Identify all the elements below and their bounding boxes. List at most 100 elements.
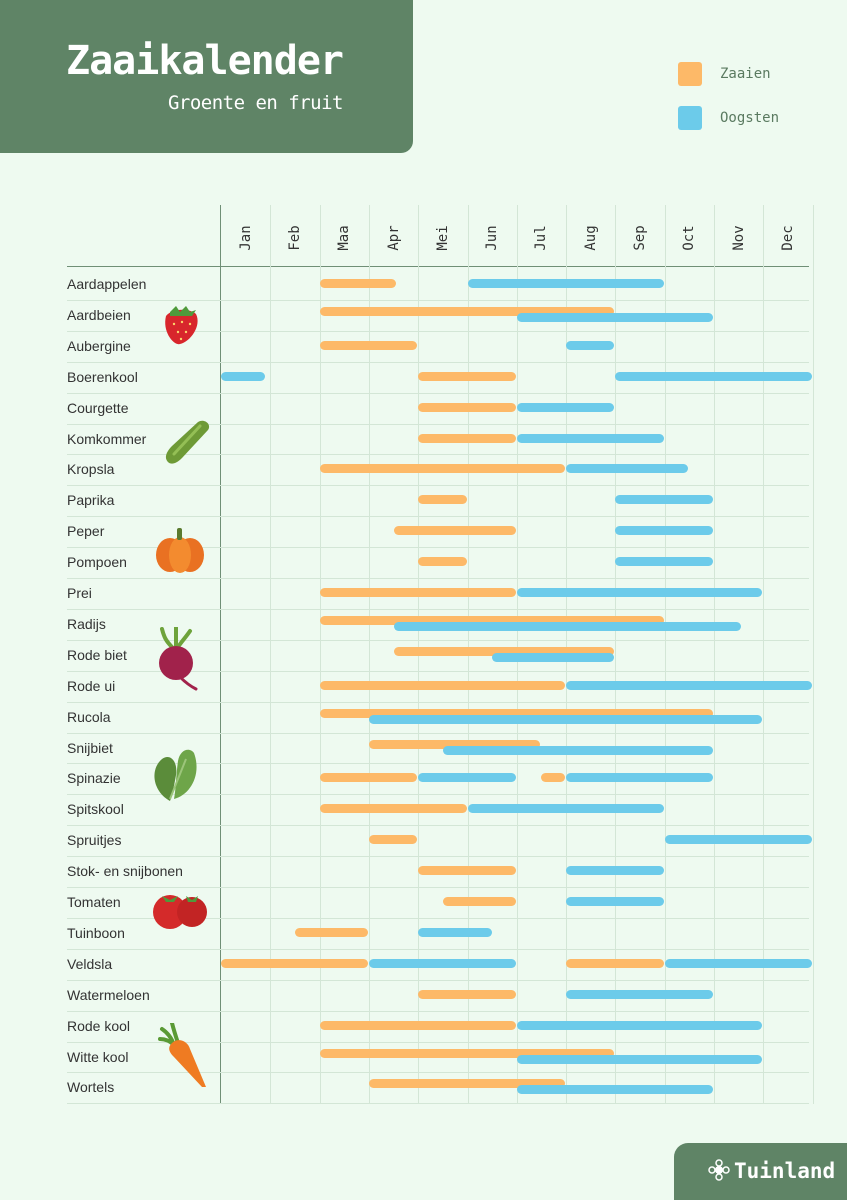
crop-label: Boerenkool <box>67 368 138 385</box>
harvest-period-bar <box>516 588 763 597</box>
crop-label: Wortels <box>67 1079 115 1096</box>
harvest-period-bar <box>566 989 713 999</box>
harvest-period-bar <box>516 312 713 322</box>
month-label-maa: Maa <box>336 225 353 251</box>
harvest-period-bar <box>615 557 713 567</box>
grid-row-line <box>67 979 809 981</box>
crop-label: Aardappelen <box>67 276 147 292</box>
month-label-apr: Apr <box>385 225 402 251</box>
crop-label: Aardbeien <box>67 306 131 323</box>
sow-period-bar <box>319 340 418 350</box>
grid-row-line <box>67 917 809 919</box>
sow-period-bar <box>541 773 566 783</box>
grid-column-line <box>763 205 765 1104</box>
sow-period-bar <box>368 1079 566 1089</box>
harvest-period-bar <box>664 958 812 968</box>
sow-period-bar <box>221 958 368 968</box>
grid-row-line <box>67 516 809 518</box>
sow-period-bar <box>418 433 516 443</box>
brand-flower-icon <box>708 1159 730 1181</box>
month-label-feb: Feb <box>286 225 303 251</box>
page-subtitle: Groente en fruit <box>167 92 344 114</box>
crop-label: Watermeloen <box>67 986 150 1003</box>
harvest-period-bar <box>566 340 615 350</box>
strawberry-icon <box>165 306 198 345</box>
grid-row-line <box>67 547 809 549</box>
legend-harvest-swatch <box>678 106 702 130</box>
harvest-period-bar <box>664 835 812 845</box>
footer-brand-bar: Tuinland <box>674 1143 847 1200</box>
harvest-period-bar <box>368 958 516 968</box>
grid-column-line <box>812 205 814 1104</box>
page-title: Zaaikalender <box>66 38 344 84</box>
grid-column-line <box>714 205 715 1104</box>
sow-period-bar <box>319 680 566 690</box>
sow-period-bar <box>319 588 516 597</box>
month-label-jul: Jul <box>533 225 550 251</box>
grid-row-line <box>67 1010 809 1012</box>
sow-period-bar <box>368 739 541 749</box>
harvest-period-bar <box>516 1085 713 1095</box>
legend-sow: Zaaien <box>678 62 771 86</box>
grid-row-line <box>67 763 809 765</box>
crop-label: Witte kool <box>67 1048 129 1065</box>
crop-label: Komkommer <box>67 430 147 447</box>
crop-label: Spinazie <box>67 770 121 787</box>
sow-period-bar <box>418 402 516 412</box>
crop-label: Prei <box>67 585 92 601</box>
sow-period-bar <box>418 495 467 505</box>
crop-label: Rode kool <box>67 1017 131 1034</box>
grid-row-line <box>67 1041 809 1043</box>
crop-label: Paprika <box>67 492 115 509</box>
grid-column-line <box>615 205 617 1104</box>
harvest-period-bar <box>221 371 266 381</box>
grid-row-line <box>67 670 809 672</box>
harvest-period-bar <box>418 927 493 937</box>
sow-period-bar <box>393 526 516 536</box>
grid-row-line <box>67 887 809 888</box>
sow-period-bar <box>319 1048 615 1058</box>
grid-row-line <box>67 299 809 301</box>
grid-row-line <box>67 701 809 703</box>
month-label-dec: Dec <box>779 225 796 251</box>
sow-period-bar <box>566 958 664 968</box>
grid-row-line <box>67 578 809 579</box>
crop-label: Spitskool <box>67 801 124 818</box>
sow-period-bar <box>368 835 418 845</box>
sow-period-bar <box>319 804 467 814</box>
crop-label: Veldsla <box>67 955 113 972</box>
month-label-oct: Oct <box>681 225 698 251</box>
harvest-period-bar <box>418 773 516 783</box>
header-banner: Zaaikalender Groente en fruit <box>0 0 413 153</box>
sow-period-bar <box>294 927 368 937</box>
harvest-period-bar <box>566 464 689 474</box>
month-label-jan: Jan <box>237 225 254 251</box>
crop-label: Rode biet <box>67 646 127 663</box>
grid-row-line <box>67 794 809 796</box>
crop-label: Tuinboon <box>67 924 125 941</box>
harvest-period-bar <box>467 279 664 288</box>
legend-sow-label: Zaaien <box>720 66 771 82</box>
harvest-period-bar <box>566 773 713 783</box>
legend-harvest: Oogsten <box>678 106 779 130</box>
brand-logo-text: Tuinland <box>734 1159 836 1183</box>
harvest-period-bar <box>615 495 713 505</box>
month-label-mei: Mei <box>434 225 451 251</box>
grid-row-line <box>67 361 809 363</box>
month-label-jun: Jun <box>484 225 501 251</box>
grid-row-line <box>67 856 809 858</box>
carrot-icon <box>158 1023 206 1087</box>
grid-bottom <box>67 1107 809 1108</box>
crop-label: Pompoen <box>67 554 127 571</box>
sow-period-bar <box>319 464 566 474</box>
crop-label: Radijs <box>67 615 106 632</box>
sow-period-bar <box>393 646 615 656</box>
harvest-period-bar <box>393 621 742 631</box>
crop-label: Courgette <box>67 399 129 416</box>
crop-label: Tomaten <box>67 894 121 910</box>
legend-sow-swatch <box>678 62 702 86</box>
grid-row-line <box>67 639 809 641</box>
harvest-period-bar <box>516 402 615 412</box>
harvest-period-bar <box>492 652 615 662</box>
grid-row-line <box>67 732 809 734</box>
